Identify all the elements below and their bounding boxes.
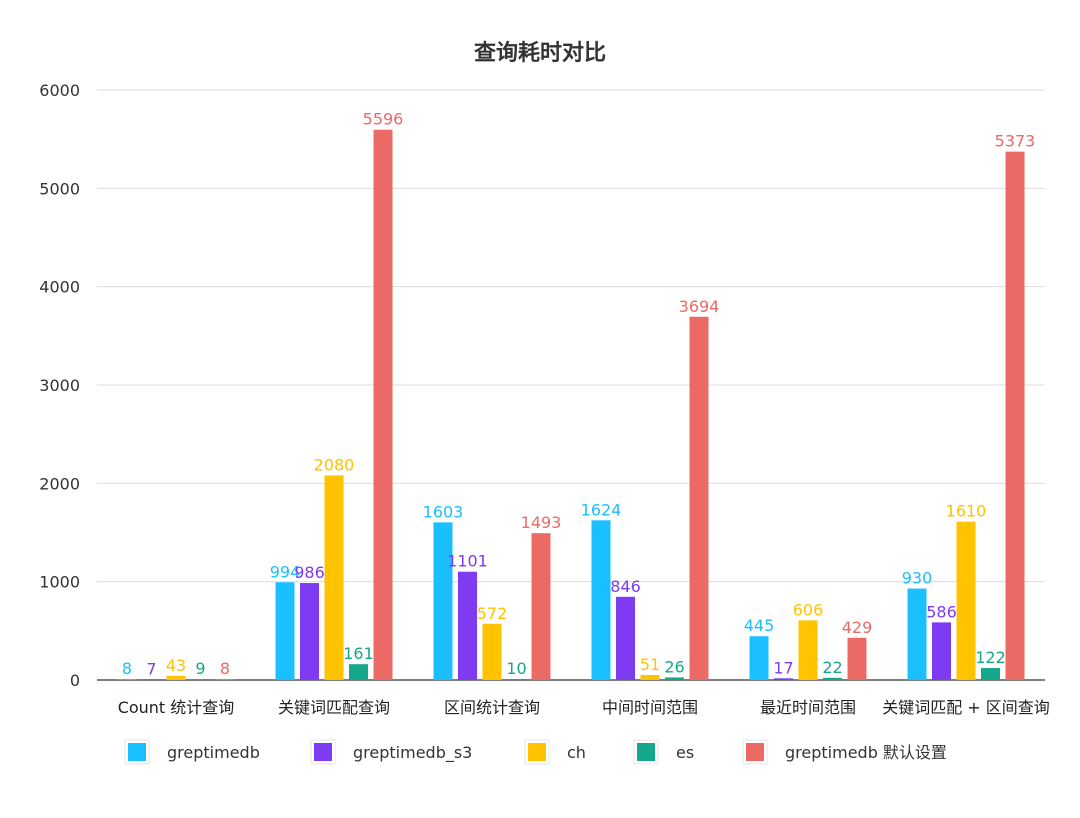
legend-swatch [528, 743, 546, 761]
data-label: 994 [270, 562, 301, 581]
data-label: 1624 [581, 500, 622, 519]
bar [616, 596, 635, 680]
x-tick-label: 最近时间范围 [760, 698, 856, 717]
data-label: 7 [146, 659, 156, 678]
legend-swatch [128, 743, 146, 761]
bar [142, 679, 161, 680]
legend-label: greptimedb_s3 [353, 743, 472, 763]
data-label: 8 [122, 659, 132, 678]
x-tick-label: 关键词匹配查询 [278, 698, 390, 717]
bar [847, 637, 867, 680]
data-label: 3694 [679, 297, 720, 316]
bar [215, 679, 235, 680]
data-label: 51 [640, 655, 660, 674]
bar [324, 475, 344, 680]
data-label: 445 [744, 616, 775, 635]
bar [507, 679, 526, 680]
x-tick-label: 中间时间范围 [602, 698, 698, 717]
bar [932, 622, 951, 680]
bar [774, 678, 793, 680]
y-tick-label: 5000 [39, 179, 80, 198]
y-tick-label: 4000 [39, 278, 80, 297]
legend-label: greptimedb [167, 743, 260, 762]
bar [275, 582, 295, 680]
legend-swatch [637, 743, 655, 761]
bar [117, 679, 137, 680]
legend-swatch [314, 743, 332, 761]
data-label: 846 [610, 577, 641, 596]
bar [907, 588, 927, 680]
bar [591, 520, 611, 680]
bar [665, 677, 684, 680]
bar [373, 129, 393, 680]
bar [482, 623, 502, 680]
bar [300, 583, 319, 680]
bar [640, 674, 660, 680]
data-label: 43 [166, 656, 186, 675]
bar [981, 668, 1000, 680]
grid-lines [97, 89, 1045, 681]
data-label: 606 [793, 600, 824, 619]
y-tick-label: 6000 [39, 81, 80, 100]
data-label: 930 [902, 569, 933, 588]
legend-swatch [746, 743, 764, 761]
data-label: 1101 [447, 552, 488, 571]
data-label: 5596 [363, 110, 404, 129]
data-label: 161 [343, 644, 374, 663]
bar [749, 636, 769, 680]
y-tick-label: 2000 [39, 474, 80, 493]
legend-label: es [676, 743, 694, 762]
bar [1005, 151, 1025, 680]
bar [798, 620, 818, 680]
bar [349, 664, 368, 680]
legend-label: ch [567, 743, 586, 762]
bar [689, 316, 709, 680]
data-label: 1603 [423, 502, 464, 521]
data-labels: 8 7 43 9 89949862080161559616031101572101493… [122, 110, 1035, 679]
y-tick-label: 3000 [39, 376, 80, 395]
legend-label: greptimedb 默认设置 [785, 743, 947, 762]
data-label: 2080 [314, 455, 355, 474]
data-label: 10 [506, 659, 526, 678]
data-label: 429 [842, 618, 873, 637]
x-tick-label: 区间统计查询 [444, 698, 540, 717]
data-label: 1610 [946, 502, 987, 521]
data-label: 586 [926, 602, 957, 621]
x-tick-label: Count 统计查询 [118, 698, 235, 717]
data-label: 572 [477, 604, 508, 623]
bar [166, 675, 186, 680]
data-label: 17 [773, 658, 793, 677]
y-tick-label: 1000 [39, 573, 80, 592]
data-label: 9 [195, 659, 205, 678]
legend: greptimedb greptimedb_s3 ch es greptimedb 默认… [124, 739, 947, 765]
data-label: 1493 [521, 513, 562, 532]
bars [117, 129, 1025, 680]
data-label: 22 [822, 658, 842, 677]
bar [823, 677, 842, 680]
x-tick-label: 关键词匹配 + 区间查询 [882, 698, 1050, 717]
bar [433, 522, 453, 680]
data-label: 5373 [995, 132, 1036, 151]
data-label: 26 [664, 657, 684, 676]
data-label: 986 [294, 563, 325, 582]
bar [531, 533, 551, 680]
x-axis-ticks: Count 统计查询 关键词匹配查询 区间统计查询 中间时间范围 最近时间范围 关键词匹配… [118, 698, 1050, 717]
y-axis-ticks: 0 1000 2000 3000 4000 5000 6000 [39, 81, 80, 690]
bar [956, 521, 976, 680]
bar [191, 679, 210, 680]
y-tick-label: 0 [70, 671, 80, 690]
data-label: 122 [975, 648, 1006, 667]
data-label: 8 [220, 659, 230, 678]
chart-title: 查询耗时对比 [474, 40, 606, 66]
bar [458, 571, 477, 680]
